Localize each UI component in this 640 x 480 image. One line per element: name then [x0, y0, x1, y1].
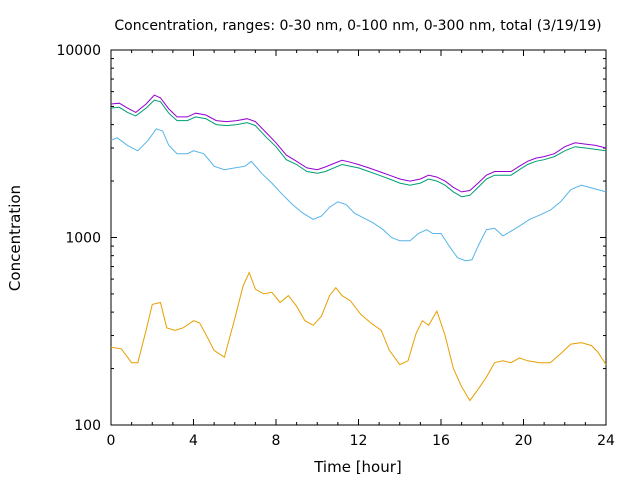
- y-axis-label: Concentration: [6, 185, 24, 291]
- x-axis-label: Time [hour]: [313, 458, 402, 476]
- y-tick-label: 10000: [56, 43, 101, 59]
- series-line-0: [110, 271, 607, 402]
- plot-area: [110, 49, 607, 426]
- x-tick-label: 20: [515, 433, 533, 449]
- x-tick-label: 0: [107, 433, 116, 449]
- series-line-2: [110, 99, 607, 198]
- axis-ticks: 0 4 8 12 16 20 24 100 1000 10000: [56, 43, 615, 449]
- y-tick-label: 100: [74, 418, 101, 434]
- chart-title: Concentration, ranges: 0-30 nm, 0-100 nm…: [114, 18, 601, 34]
- x-tick-label: 24: [597, 433, 615, 449]
- x-tick-label: 4: [189, 433, 198, 449]
- y-tick-label: 1000: [65, 231, 101, 247]
- series-line-3: [110, 94, 607, 193]
- x-tick-label: 16: [432, 433, 450, 449]
- series-lines: [110, 94, 607, 402]
- series-line-1: [110, 128, 607, 262]
- x-tick-label: 12: [350, 433, 368, 449]
- x-tick-label: 8: [272, 433, 281, 449]
